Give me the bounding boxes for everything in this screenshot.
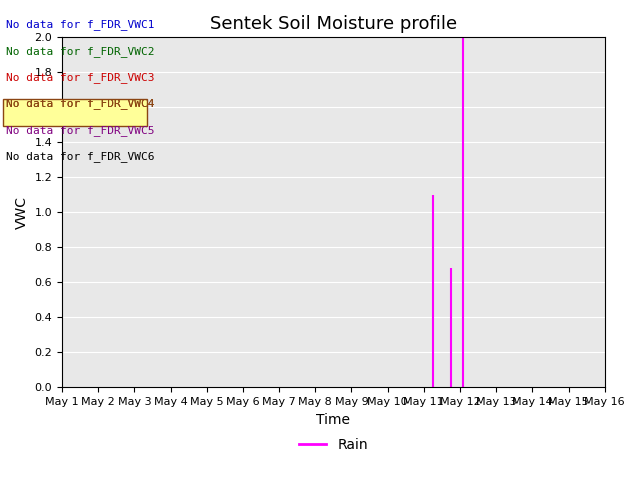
Text: No data for f_FDR_VWC4: No data for f_FDR_VWC4 [6, 98, 155, 109]
Text: No data for f_FDR_VWC3: No data for f_FDR_VWC3 [6, 72, 155, 83]
Legend: Rain: Rain [293, 432, 374, 457]
Text: No data for f_FDR_VWC2: No data for f_FDR_VWC2 [6, 46, 155, 57]
Title: Sentek Soil Moisture profile: Sentek Soil Moisture profile [210, 15, 457, 33]
Text: No data for f_FDR_VWC4: No data for f_FDR_VWC4 [6, 98, 155, 109]
Text: No data for f_FDR_VWC5: No data for f_FDR_VWC5 [6, 125, 155, 136]
Y-axis label: VWC: VWC [15, 196, 29, 229]
X-axis label: Time: Time [316, 413, 350, 427]
Text: No data for f_FDR_VWC1: No data for f_FDR_VWC1 [6, 19, 155, 30]
Text: No data for f_FDR_VWC6: No data for f_FDR_VWC6 [6, 151, 155, 162]
